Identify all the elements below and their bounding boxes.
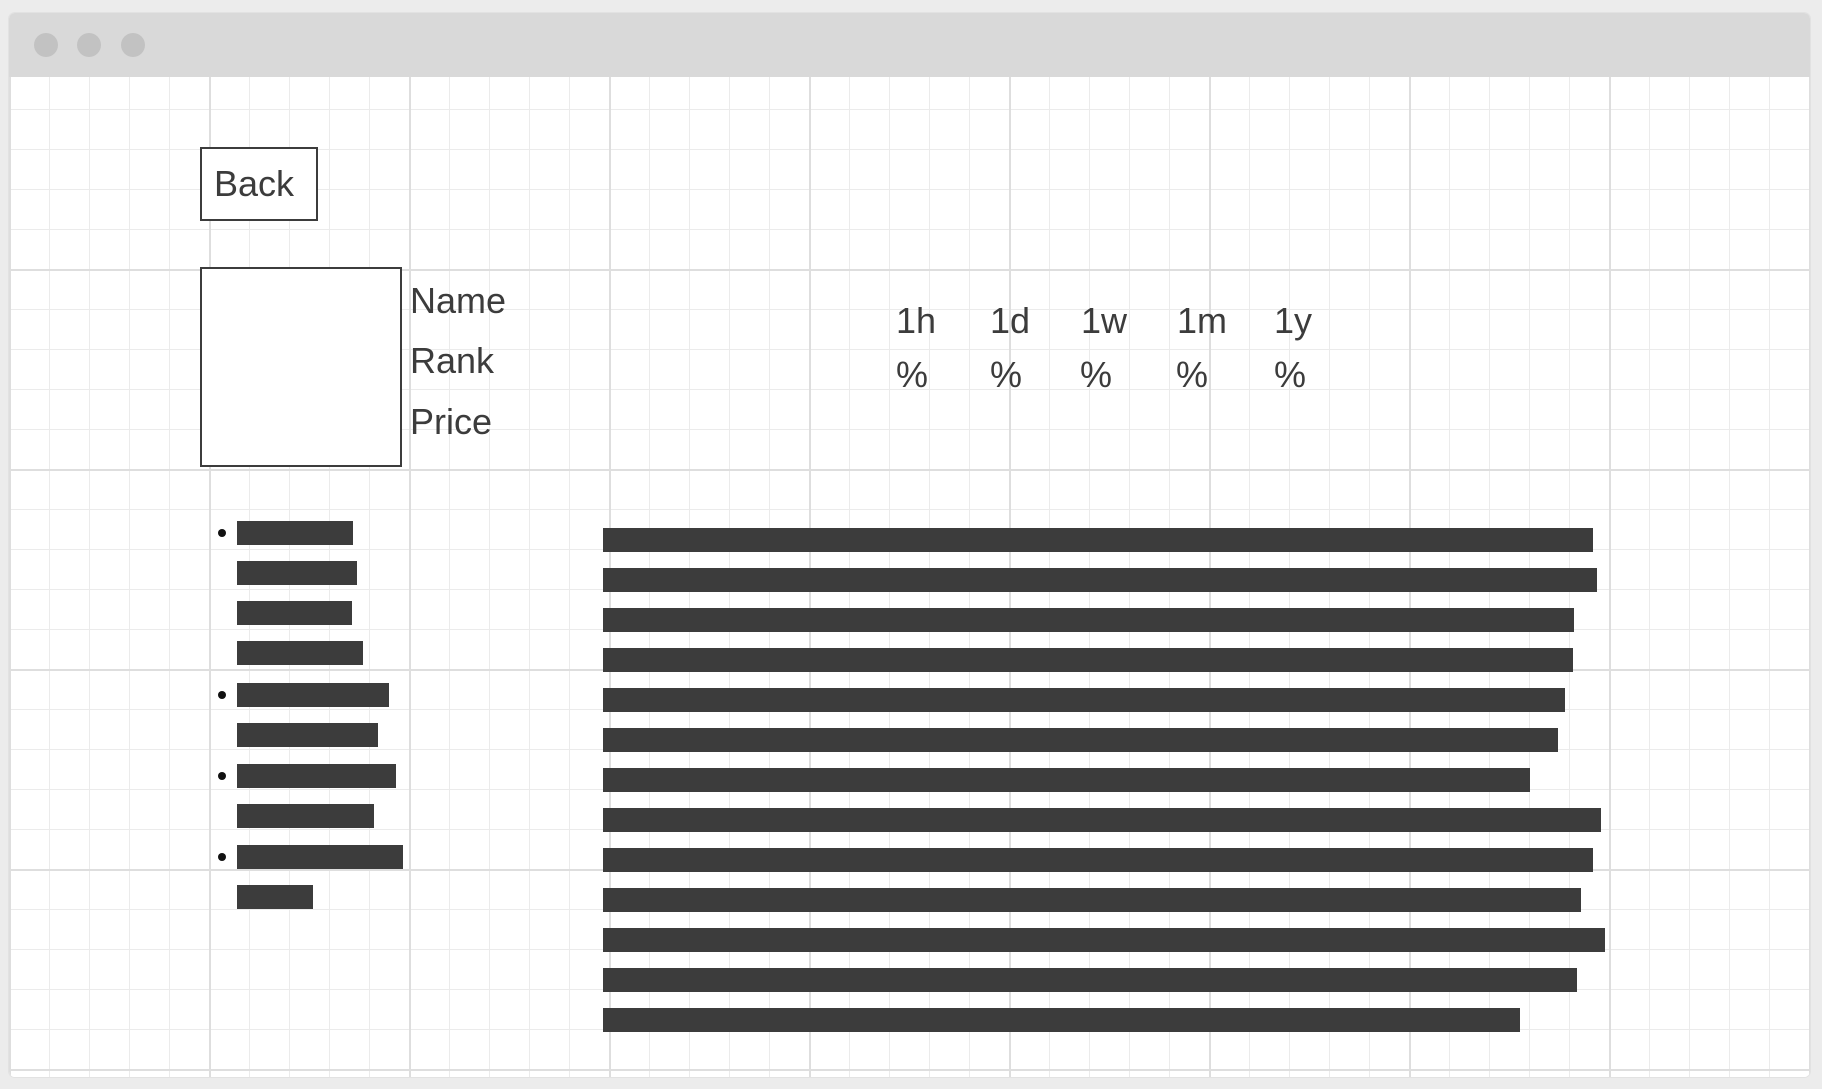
back-button[interactable]: Back (200, 147, 318, 221)
period-change-1y: % (1274, 354, 1307, 395)
paragraph-line-placeholder (603, 808, 1601, 832)
coin-image-placeholder (200, 267, 402, 467)
period-change-1w: % (1080, 354, 1113, 395)
period-label-1m: 1m (1177, 300, 1228, 341)
text-placeholder (237, 723, 378, 747)
window-titlebar (9, 13, 1810, 77)
text-placeholder (237, 885, 313, 909)
text-placeholder (237, 641, 363, 665)
period-change-1m: % (1176, 354, 1209, 395)
bullet-dot-icon (218, 772, 226, 780)
paragraph-line-placeholder (603, 608, 1574, 632)
bullet-dot-icon (218, 529, 226, 537)
period-label-1y: 1y (1274, 300, 1313, 341)
period-change-1d: % (990, 354, 1023, 395)
window-maximize-dot-icon[interactable] (121, 33, 145, 57)
paragraph-line-placeholder (603, 688, 1565, 712)
paragraph-line-placeholder (603, 528, 1593, 552)
period-label-1w: 1w (1081, 300, 1128, 341)
paragraph-line-placeholder (603, 968, 1577, 992)
bullet-dot-icon (218, 691, 226, 699)
name-label: Name (410, 280, 507, 321)
text-placeholder (237, 601, 352, 625)
paragraph-line-placeholder (603, 568, 1597, 592)
paragraph-line-placeholder (603, 648, 1573, 672)
text-placeholder (237, 804, 374, 828)
paragraph-line-placeholder (603, 1008, 1520, 1032)
text-placeholder (237, 561, 357, 585)
text-placeholder (237, 764, 396, 788)
period-change-1h: % (896, 354, 929, 395)
text-placeholder (237, 845, 403, 869)
paragraph-line-placeholder (603, 728, 1558, 752)
paragraph-line-placeholder (603, 768, 1530, 792)
bullet-dot-icon (218, 853, 226, 861)
paragraph-line-placeholder (603, 888, 1581, 912)
price-label: Price (410, 401, 493, 442)
paragraph-line-placeholder (603, 928, 1605, 952)
period-label-1h: 1h (896, 300, 937, 341)
paragraph-line-placeholder (603, 848, 1593, 872)
window-close-dot-icon[interactable] (34, 33, 58, 57)
window-minimize-dot-icon[interactable] (77, 33, 101, 57)
rank-label: Rank (410, 340, 495, 381)
text-placeholder (237, 521, 353, 545)
text-placeholder (237, 683, 389, 707)
period-label-1d: 1d (990, 300, 1031, 341)
